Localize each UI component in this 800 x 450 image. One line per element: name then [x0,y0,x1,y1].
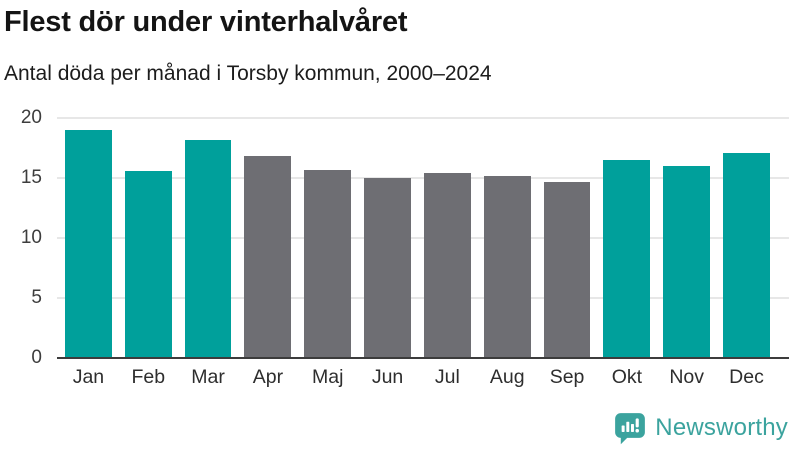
y-tick-label-20: 20 [20,107,42,128]
bar-series [65,118,770,358]
y-tick-label-5: 5 [31,287,42,308]
x-tick-label-dec: Dec [729,366,764,388]
y-tick-label-15: 15 [20,167,42,188]
bar-jul [423,173,471,358]
gridline-5 [57,297,789,299]
chart-subtitle: Antal döda per månad i Torsby kommun, 20… [4,62,492,85]
x-tick-label-jun: Jun [371,366,404,388]
bar-apr [244,156,292,358]
x-tick-label-aug: Aug [489,366,525,388]
x-tick-label-apr: Apr [252,366,284,388]
gridline-15 [57,177,789,179]
bar-maj [304,169,352,358]
x-axis-labels: Jan Feb Mar Apr Maj Jun Jul Aug Sep Okt Nov Dec [65,366,770,389]
y-tick-label-0: 0 [31,347,42,368]
plot-area [57,117,789,359]
newsworthy-branding: Newsworthy [613,411,788,445]
bar-aug [483,175,531,358]
x-tick-label-jan: Jan [72,366,105,388]
newsworthy-speech-bubble-chart-icon [615,413,646,445]
x-tick-label-feb: Feb [131,366,166,388]
x-axis-baseline [57,357,789,359]
bar-jun [364,178,411,358]
x-tick-label-jul: Jul [434,366,460,388]
bar-feb [124,170,172,358]
gridline-20 [57,117,789,119]
y-tick-label-10: 10 [20,227,42,248]
x-tick-label-nov: Nov [669,366,705,388]
newsworthy-logo-text: Newsworthy [655,414,788,441]
gridline-10 [57,237,789,239]
chart-title: Flest dör under vinterhalvåret [4,6,408,38]
bar-dec [723,152,770,358]
x-tick-label-sep: Sep [549,366,585,388]
y-axis: 0 5 10 15 20 [0,107,46,368]
x-tick-label-okt: Okt [611,366,643,388]
bar-okt [603,160,651,358]
bar-mar [184,139,232,358]
x-tick-label-mar: Mar [191,366,225,388]
bar-nov [663,166,711,358]
bar-sep [543,181,591,358]
x-tick-label-maj: Maj [312,366,344,388]
bar-jan [65,130,112,358]
